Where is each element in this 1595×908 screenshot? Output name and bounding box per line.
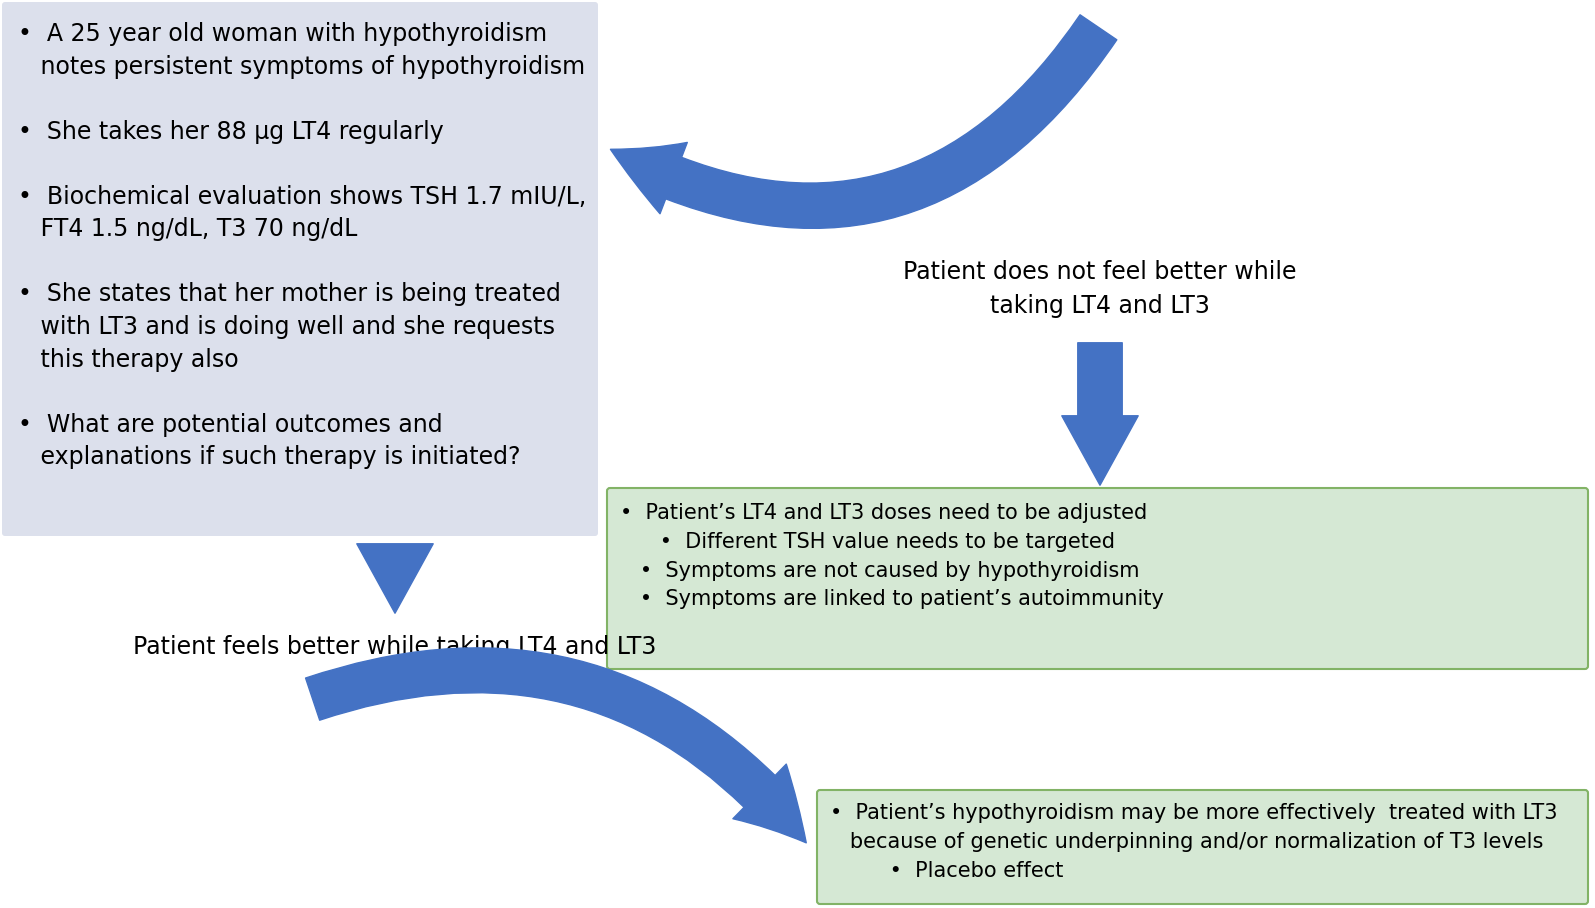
FancyArrowPatch shape [1062,343,1139,485]
Text: •  A 25 year old woman with hypothyroidism
   notes persistent symptoms of hypot: • A 25 year old woman with hypothyroidis… [18,22,587,469]
FancyArrowPatch shape [306,647,805,843]
FancyBboxPatch shape [608,488,1589,669]
Text: Patient does not feel better while
taking LT4 and LT3: Patient does not feel better while takin… [903,260,1297,318]
FancyBboxPatch shape [2,2,598,536]
FancyArrowPatch shape [357,544,434,613]
Text: •  Patient’s LT4 and LT3 doses need to be adjusted
      •  Different TSH value : • Patient’s LT4 and LT3 doses need to be… [620,503,1164,609]
FancyBboxPatch shape [817,790,1589,904]
Text: •  Patient’s hypothyroidism may be more effectively  treated with LT3
   because: • Patient’s hypothyroidism may be more e… [829,803,1557,881]
FancyArrowPatch shape [611,15,1116,229]
Text: Patient feels better while taking LT4 and LT3: Patient feels better while taking LT4 an… [134,635,657,659]
